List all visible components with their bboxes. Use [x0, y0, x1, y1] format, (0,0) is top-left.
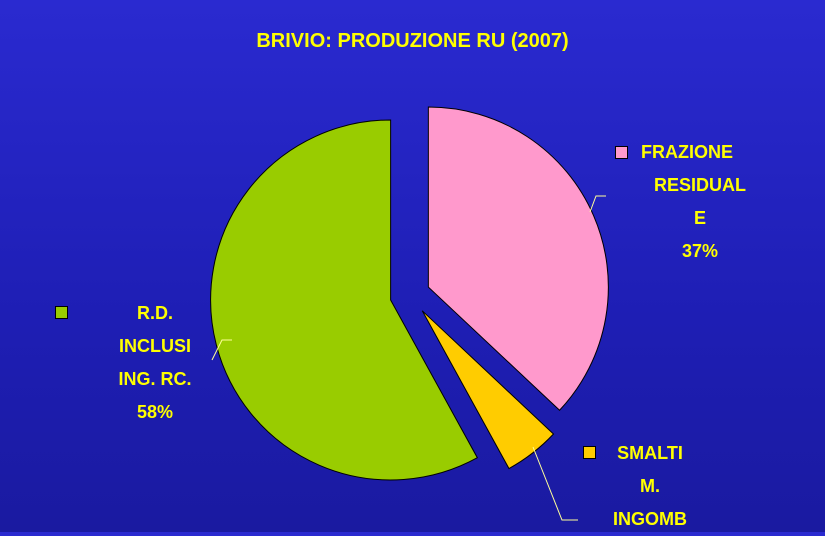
- category-label: SMALTIM. INGOMB: [613, 443, 687, 529]
- legend-key: [615, 146, 628, 159]
- leader-lines: [211, 195, 606, 521]
- pie-slice: [210, 119, 479, 481]
- pie-slice: [421, 310, 555, 470]
- category-label: R.D. INCLUSI ING. RC.: [118, 303, 192, 389]
- legend-key: [55, 306, 68, 319]
- value-label: 37%: [681, 241, 719, 261]
- slice-label: R.D. INCLUSI ING. RC. 58%: [110, 297, 200, 429]
- slice-label: SMALTIM. INGOMB: [610, 437, 690, 536]
- leader-line: [211, 339, 232, 361]
- pie-slice: [427, 106, 609, 411]
- category-label: FRAZIONE RESIDUALE: [641, 142, 746, 228]
- leader-line: [589, 195, 606, 213]
- value-label: 58%: [136, 402, 174, 422]
- slice-label: FRAZIONE RESIDUALE 37%: [641, 136, 750, 268]
- leader-line: [532, 446, 578, 521]
- chart-title: BRIVIO: PRODUZIONE RU (2007): [256, 30, 569, 52]
- legend-key: [583, 446, 596, 459]
